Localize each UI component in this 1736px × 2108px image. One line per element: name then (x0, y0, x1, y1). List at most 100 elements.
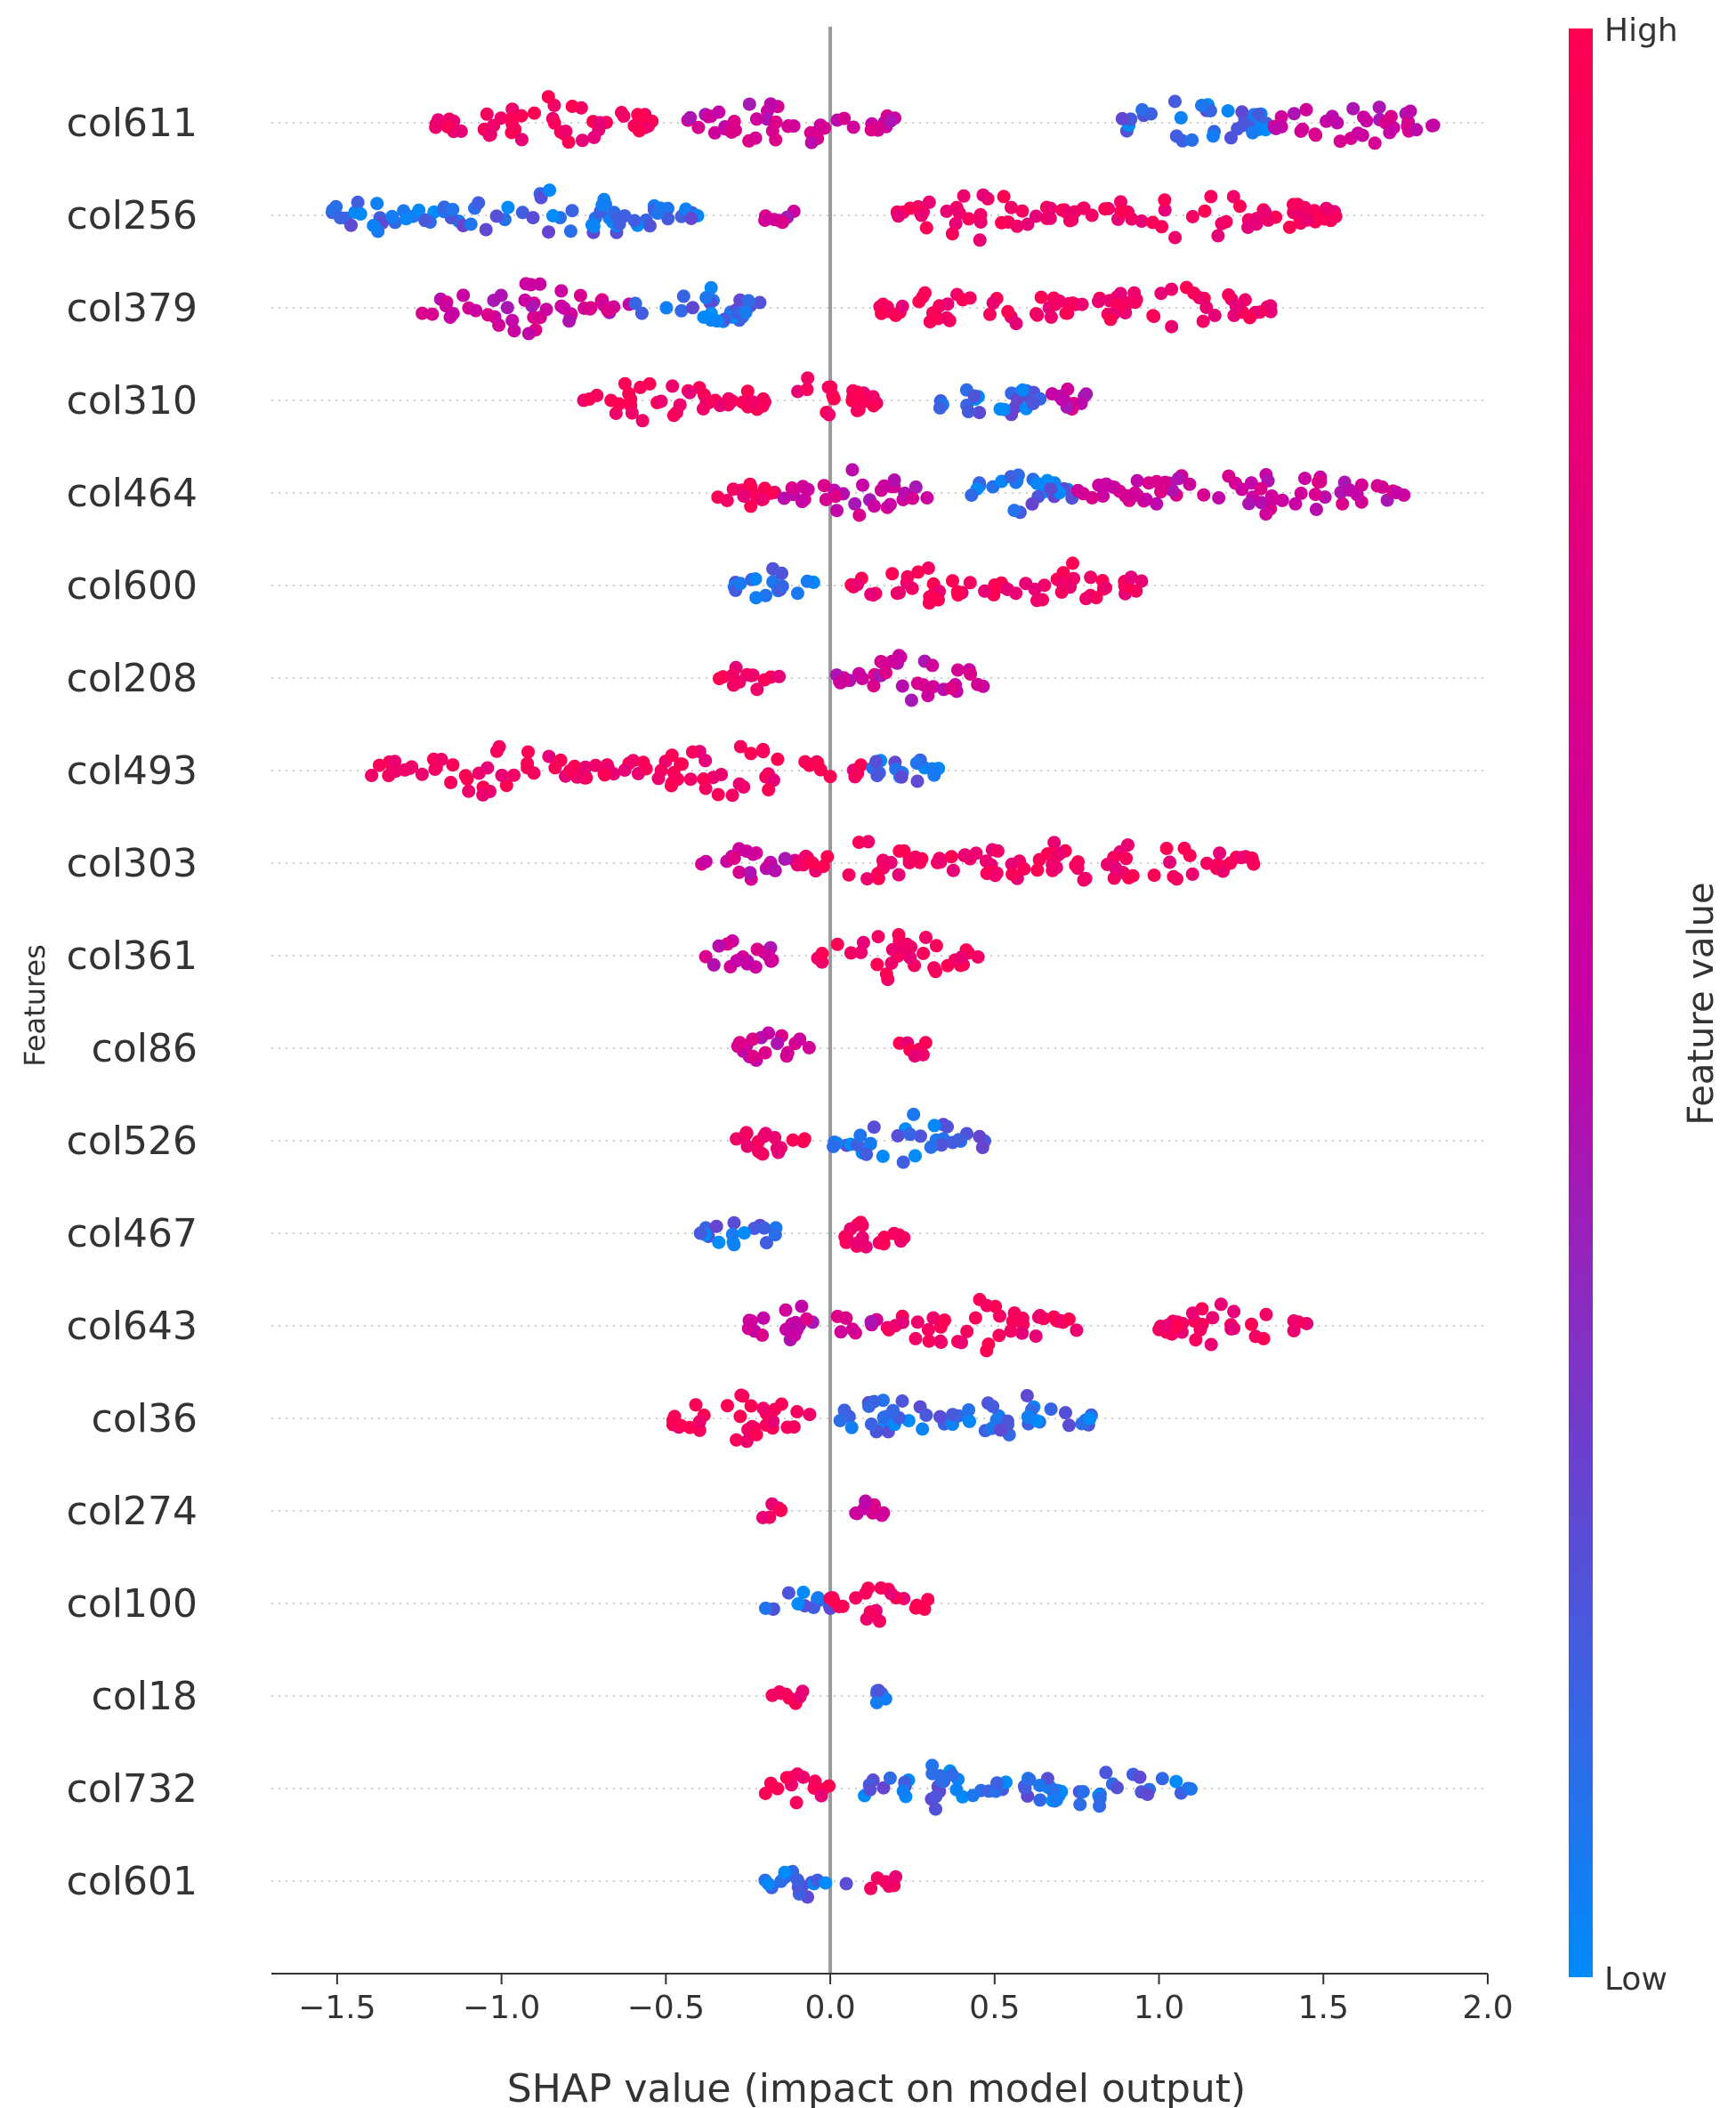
data-point (859, 1494, 873, 1508)
data-point (365, 769, 379, 782)
data-point (875, 655, 889, 669)
data-point (573, 288, 587, 303)
feature-label: col732 (67, 1766, 198, 1812)
data-point (933, 400, 947, 415)
data-point (795, 1299, 809, 1313)
data-point (476, 787, 490, 802)
data-point (740, 1139, 755, 1153)
data-point (712, 1235, 726, 1249)
data-point (1069, 859, 1083, 873)
data-point (626, 754, 641, 768)
data-point (864, 587, 878, 602)
data-point (787, 1420, 801, 1434)
data-point (1062, 1312, 1076, 1326)
data-point (739, 1434, 754, 1449)
feature-label: col100 (67, 1581, 198, 1627)
data-point (823, 770, 837, 784)
data-point (846, 120, 860, 134)
data-point (674, 1418, 688, 1433)
data-point (774, 1503, 787, 1517)
data-point (819, 1876, 833, 1890)
data-point (925, 1766, 940, 1781)
data-point (760, 1236, 773, 1250)
data-point (1099, 1765, 1113, 1780)
data-point (875, 1508, 889, 1522)
data-point (768, 1228, 782, 1242)
data-point (955, 950, 969, 965)
data-point (864, 1417, 878, 1431)
data-point (748, 572, 763, 586)
data-point (779, 1687, 793, 1701)
x-tick-label: 0.0 (804, 1990, 855, 2026)
feature-label: col600 (67, 563, 198, 609)
data-point (850, 1506, 864, 1521)
data-point (698, 949, 713, 964)
data-point (1022, 1773, 1037, 1787)
data-point (1021, 1409, 1035, 1424)
data-point (863, 1782, 877, 1797)
data-point (756, 745, 771, 759)
data-point (892, 209, 906, 223)
data-point (1066, 556, 1079, 570)
data-point (1212, 491, 1226, 505)
data-point (495, 768, 509, 782)
data-point (733, 1409, 747, 1424)
data-point (769, 115, 783, 129)
data-point (876, 853, 890, 868)
data-point (884, 1587, 899, 1601)
data-point (746, 1049, 760, 1063)
data-point (650, 206, 665, 221)
data-point (1062, 1418, 1076, 1433)
data-point (710, 314, 724, 328)
data-point (737, 1226, 751, 1240)
data-point (811, 755, 825, 770)
data-point (801, 482, 815, 497)
data-point (961, 405, 975, 419)
data-point (739, 1126, 754, 1140)
data-point (849, 1591, 863, 1605)
data-point (1029, 1329, 1043, 1344)
data-point (1165, 282, 1179, 296)
data-point (748, 131, 763, 145)
data-point (868, 499, 881, 513)
data-point (871, 867, 885, 881)
data-point (1294, 125, 1308, 138)
data-point (519, 277, 533, 291)
data-point (737, 489, 751, 503)
data-point (618, 763, 632, 777)
data-point (1121, 838, 1134, 852)
data-point (1076, 1785, 1090, 1798)
data-point (852, 836, 866, 850)
data-point (683, 772, 698, 787)
colorbar: High Low Feature value (1569, 12, 1722, 1998)
data-point (526, 211, 540, 225)
data-point (1083, 1411, 1097, 1426)
data-point (978, 584, 992, 598)
data-point (1199, 301, 1214, 314)
data-point (1185, 133, 1199, 147)
data-point (1242, 497, 1256, 511)
data-point (543, 183, 557, 198)
data-point (1155, 1772, 1169, 1786)
data-point (946, 1408, 960, 1422)
data-point (1282, 220, 1296, 234)
data-point (766, 862, 780, 876)
data-point (803, 856, 818, 869)
data-point (938, 1313, 951, 1328)
data-point (1180, 280, 1193, 295)
data-point (1029, 209, 1043, 223)
data-point (927, 311, 941, 325)
data-point (963, 576, 977, 590)
data-point (851, 385, 865, 400)
data-point (922, 195, 936, 209)
data-point (1360, 114, 1374, 128)
data-point (415, 767, 429, 781)
data-point (412, 203, 426, 217)
data-point (1204, 1337, 1218, 1352)
data-point (1169, 129, 1183, 143)
data-point (958, 848, 972, 862)
feature-label: col310 (67, 378, 198, 424)
data-point (1004, 1324, 1018, 1338)
data-point (1235, 482, 1249, 497)
data-point (418, 214, 432, 228)
